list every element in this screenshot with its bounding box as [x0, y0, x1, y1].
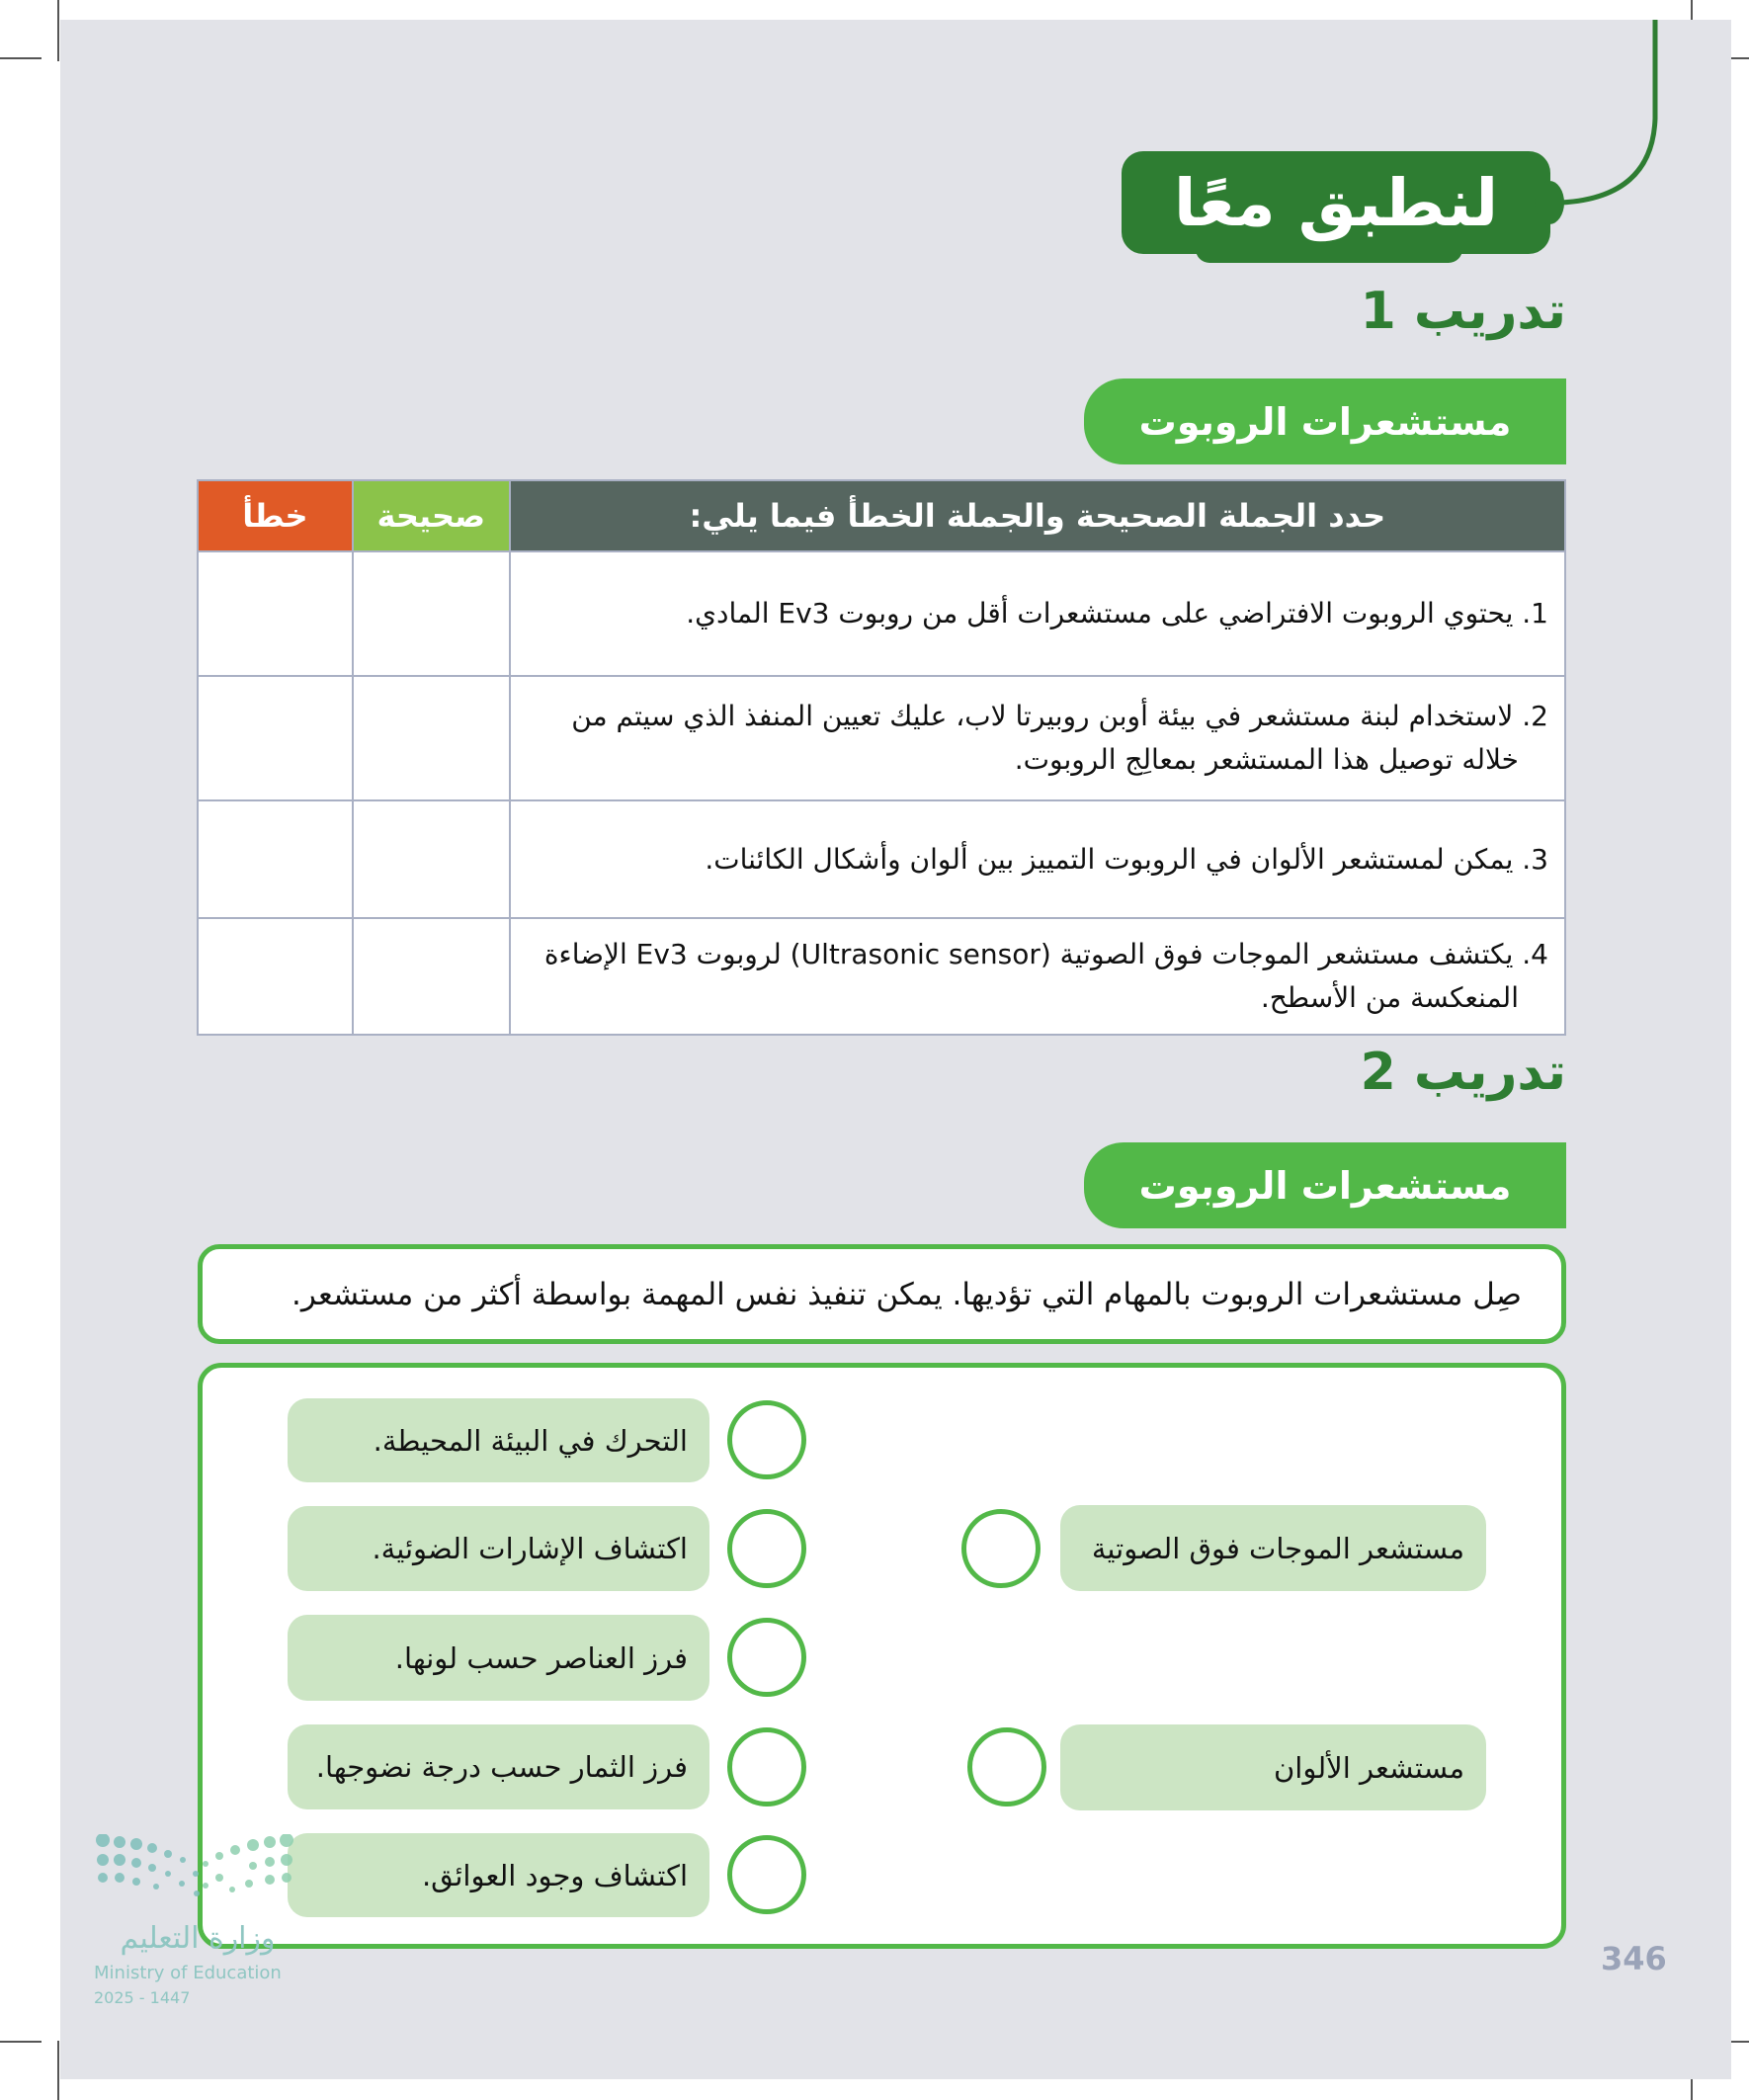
table-row: 1. يحتوي الروبوت الافتراضي على مستشعرات … — [197, 550, 1567, 677]
false-answer-cell[interactable] — [197, 675, 354, 801]
statement-cell: 1. يحتوي الروبوت الافتراضي على مستشعرات … — [508, 550, 1567, 677]
crop-mark — [0, 2041, 42, 2043]
logo-arabic-text: وزارة التعليم — [120, 1921, 276, 1956]
false-answer-cell[interactable] — [197, 917, 354, 1036]
instruction-text: صِل مستشعرات الروبوت بالمهام التي تؤديها… — [292, 1276, 1522, 1312]
task-item: التحرك في البيئة المحيطة. — [288, 1398, 709, 1482]
sensor-item: مستشعر الموجات فوق الصوتية — [1060, 1505, 1486, 1591]
page-title: لنطبق معًا — [1122, 151, 1564, 254]
task-item: اكتشاف وجود العوائق. — [288, 1833, 709, 1917]
vine-line — [1560, 20, 1658, 206]
true-answer-cell[interactable] — [351, 917, 511, 1036]
statement-cell: 3. يمكن لمستشعر الألوان في الروبوت التمي… — [508, 799, 1567, 919]
crop-mark — [57, 0, 59, 61]
sensor-connector-circle[interactable] — [967, 1727, 1046, 1806]
task-item: اكتشاف الإشارات الضوئية. — [288, 1506, 709, 1591]
statement-text-cont: خلاله توصيل هذا المستشعر بمعالِج الروبوت… — [1014, 743, 1519, 776]
header-statement: حدد الجملة الصحيحة والجملة الخطأ فيما يل… — [508, 479, 1567, 552]
statement-cell: 4. يكتشف مستشعر الموجات فوق الصوتية (Ult… — [508, 917, 1567, 1036]
instruction-box: صِل مستشعرات الروبوت بالمهام التي تؤديها… — [198, 1244, 1566, 1344]
task-connector-circle[interactable] — [727, 1727, 806, 1806]
table-header-row: حدد الجملة الصحيحة والجملة الخطأ فيما يل… — [197, 479, 1567, 552]
logo-english-text: Ministry of Education — [94, 1963, 282, 1983]
task-connector-circle[interactable] — [727, 1509, 806, 1588]
statement-text: 3. يمكن لمستشعر الألوان في الروبوت التمي… — [705, 842, 1548, 876]
true-answer-cell[interactable] — [351, 799, 511, 919]
crop-mark — [0, 57, 42, 59]
statement-text: 4. يكتشف مستشعر الموجات فوق الصوتية (Ult… — [543, 938, 1548, 970]
statement-cell: 2. لاستخدام لبنة مستشعر في بيئة أوبن روب… — [508, 675, 1567, 801]
task-connector-circle[interactable] — [727, 1618, 806, 1697]
page-title-text: لنطبق معًا — [1173, 164, 1499, 241]
logo-year-text: 2025 - 1447 — [94, 1988, 191, 2007]
sensor-connector-circle[interactable] — [961, 1509, 1041, 1588]
true-answer-cell[interactable] — [351, 675, 511, 801]
exercise-2-heading: تدريب 2 — [1360, 1043, 1566, 1102]
logo-dots-icon — [96, 1833, 293, 1896]
exercise-1-heading: تدريب 1 — [1360, 282, 1566, 341]
crop-mark — [1691, 2060, 1693, 2100]
statement-text: 1. يحتوي الروبوت الافتراضي على مستشعرات … — [686, 597, 1548, 630]
task-connector-circle[interactable] — [727, 1835, 806, 1914]
ministry-logo: وزارة التعليم Ministry of Education 2025… — [89, 1833, 306, 2012]
header-true: صحيحة — [351, 479, 511, 552]
true-false-table: حدد الجملة الصحيحة والجملة الخطأ فيما يل… — [197, 479, 1567, 1036]
task-connector-circle[interactable] — [727, 1400, 806, 1479]
task-item: فرز العناصر حسب لونها. — [288, 1615, 709, 1701]
header-false: خطأ — [197, 479, 354, 552]
sensor-item: مستشعر الألوان — [1060, 1724, 1486, 1810]
table-row: 3. يمكن لمستشعر الألوان في الروبوت التمي… — [197, 799, 1567, 919]
false-answer-cell[interactable] — [197, 550, 354, 677]
section-label-1: مستشعرات الروبوت — [1084, 378, 1566, 464]
page-number: 346 — [1601, 1940, 1667, 1977]
false-answer-cell[interactable] — [197, 799, 354, 919]
section-label-2: مستشعرات الروبوت — [1084, 1142, 1566, 1228]
table-row: 4. يكتشف مستشعر الموجات فوق الصوتية (Ult… — [197, 917, 1567, 1036]
task-item: فرز الثمار حسب درجة نضوجها. — [288, 1724, 709, 1809]
crop-mark — [57, 2041, 59, 2100]
statement-text: 2. لاستخدام لبنة مستشعر في بيئة أوبن روب… — [571, 700, 1548, 732]
true-answer-cell[interactable] — [351, 550, 511, 677]
table-row: 2. لاستخدام لبنة مستشعر في بيئة أوبن روب… — [197, 675, 1567, 801]
statement-text-cont: المنعكسة من الأسطح. — [1260, 981, 1519, 1014]
